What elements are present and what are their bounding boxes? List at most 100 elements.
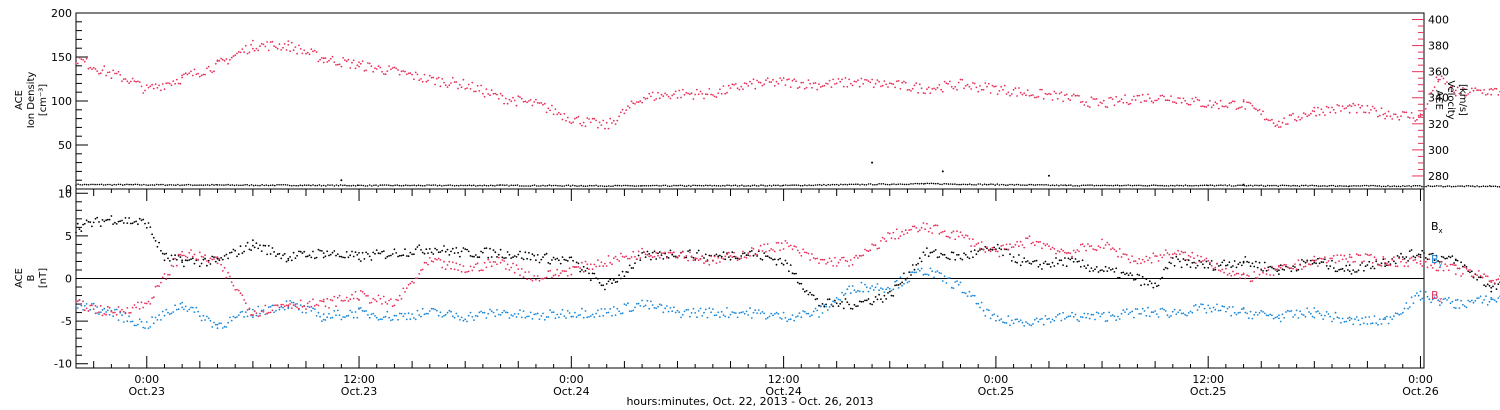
velocity-point: [687, 92, 689, 95]
velocity-point: [660, 93, 663, 96]
b-bz-point: [814, 257, 817, 260]
velocity-point: [471, 81, 474, 84]
velocity-point: [193, 68, 196, 71]
b-by-point: [170, 312, 173, 315]
b-by-point: [834, 301, 836, 303]
b-bz-point: [1304, 265, 1307, 268]
velocity-point: [428, 74, 431, 77]
b-bx-point: [890, 294, 893, 297]
b-bz-point: [444, 268, 447, 271]
b-by-point: [1242, 307, 1245, 309]
density-point: [126, 183, 128, 186]
b-bz-point: [1437, 269, 1440, 272]
velocity-point: [1170, 95, 1172, 97]
b-by-point: [950, 286, 953, 289]
b-bz-point: [1104, 244, 1107, 246]
b-bx-point: [950, 251, 953, 254]
velocity-point: [1095, 98, 1098, 100]
density-point: [937, 182, 939, 185]
velocity-point: [253, 49, 256, 52]
b-bx-point: [1417, 253, 1420, 256]
velocity-point: [1032, 94, 1034, 96]
b-bx-point: [207, 259, 210, 262]
density-point: [620, 185, 623, 187]
velocity-point: [1421, 114, 1424, 116]
density-point: [726, 184, 728, 186]
velocity-point: [250, 43, 253, 46]
b-bz-point: [1186, 258, 1188, 261]
velocity-point: [899, 88, 902, 90]
velocity-point: [444, 84, 447, 87]
b-bz-point: [616, 258, 619, 261]
velocity-point: [519, 96, 521, 98]
density-point: [968, 183, 971, 185]
velocity-point: [1202, 105, 1204, 108]
velocity-point: [1490, 87, 1493, 90]
velocity-point: [1074, 94, 1077, 97]
b-bx-point: [526, 257, 528, 260]
b-bz-point: [605, 265, 608, 267]
b-bx-point: [1065, 265, 1068, 268]
velocity-point: [1267, 119, 1270, 121]
b-bx-point: [1359, 264, 1362, 266]
velocity-point: [892, 83, 895, 85]
top-right-ylabel-line3: [km/s]: [1457, 84, 1468, 116]
b-bz-point: [352, 297, 355, 300]
density-point: [1423, 185, 1425, 188]
bottom-left-tick-label: -10: [54, 358, 72, 371]
b-by-point: [448, 309, 451, 312]
b-bx-point: [558, 259, 560, 262]
density-point: [498, 184, 501, 186]
b-by-point: [216, 323, 219, 326]
b-bz-point: [310, 305, 313, 308]
b-bx-point: [1454, 258, 1457, 261]
b-bx-point: [273, 251, 275, 253]
velocity-point: [949, 80, 951, 83]
b-by-point: [653, 306, 656, 309]
b-bz-point: [754, 253, 757, 256]
velocity-point: [1285, 123, 1287, 125]
b-bx-point: [398, 254, 401, 257]
b-bz-point: [720, 257, 723, 259]
b-by-point: [1007, 315, 1010, 318]
b-by-point: [1143, 310, 1146, 312]
b-bz-point: [381, 303, 383, 305]
b-by-point: [835, 296, 838, 299]
b-bz-point: [1085, 249, 1087, 252]
b-by-point: [1313, 307, 1316, 309]
b-bx-point: [133, 221, 136, 223]
b-by-point: [1308, 311, 1310, 313]
b-bz-point: [1423, 260, 1425, 263]
b-by-point: [430, 307, 433, 310]
b-bz-point: [621, 255, 624, 258]
b-bz-point: [878, 247, 880, 250]
velocity-point: [819, 86, 822, 88]
b-bz-point: [255, 312, 258, 314]
b-bz-point: [1212, 267, 1215, 270]
b-bx-point: [1060, 259, 1063, 262]
velocity-point: [641, 101, 643, 104]
velocity-point: [368, 62, 371, 65]
b-bz-point: [793, 245, 796, 248]
b-by-point: [315, 315, 318, 317]
b-bz-point: [1393, 256, 1395, 258]
b-bx-point: [908, 271, 911, 273]
b-bx-point: [437, 251, 440, 254]
velocity-point: [271, 40, 274, 43]
b-bx-point: [298, 250, 300, 253]
b-by-point: [264, 313, 267, 316]
b-bx-point: [508, 253, 511, 256]
b-bz-point: [163, 273, 166, 275]
b-bz-point: [106, 305, 109, 308]
b-bz-point: [1373, 256, 1376, 259]
velocity-point: [1493, 87, 1496, 90]
b-by-point: [598, 315, 601, 318]
b-by-point: [1467, 299, 1470, 302]
velocity-point: [1359, 106, 1362, 109]
b-bz-point: [336, 296, 339, 299]
b-bx-point: [1026, 260, 1029, 262]
b-bz-point: [1194, 262, 1197, 264]
b-by-point: [826, 309, 829, 311]
b-bx-point: [1368, 260, 1371, 263]
b-by-point: [321, 320, 323, 323]
